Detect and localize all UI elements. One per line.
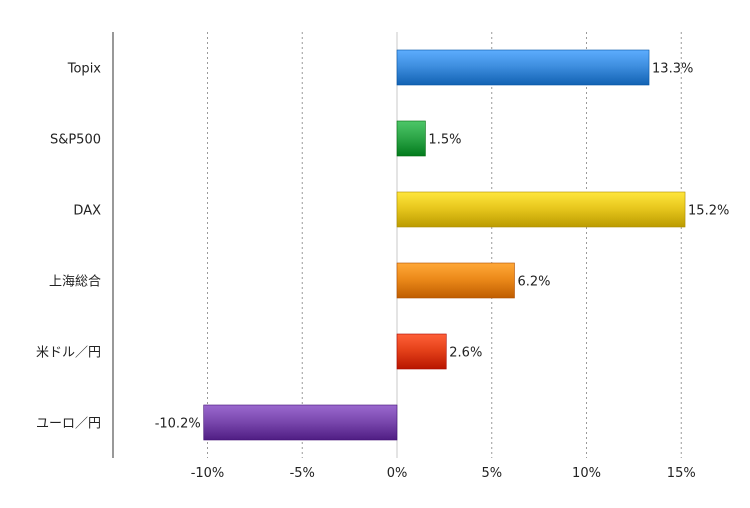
bar [203,404,398,441]
x-tick-label: 0% [387,466,408,481]
x-tick-label: 5% [481,466,502,481]
category-label: S&P500 [50,133,101,148]
data-label: 1.5% [428,133,461,148]
data-label: 15.2% [688,204,729,219]
data-label: 6.2% [517,275,550,290]
bar [396,262,515,299]
labels: -10% -5% 0% 5% 10% 15% Topix 13.3% S&P500 1.5% DAX… [36,62,729,482]
category-label: 上海総合 [49,275,101,290]
category-label: DAX [73,204,101,219]
gridlines [207,32,682,458]
category-label: Topix [67,62,102,77]
data-label: -10.2% [155,417,201,432]
bar [396,120,426,157]
data-label: 13.3% [652,62,693,77]
bar [396,49,650,86]
category-label: ユーロ／円 [36,417,101,432]
x-tick-label: 10% [572,466,601,481]
bars [203,49,686,441]
x-tick-label: -5% [290,466,315,481]
data-label: 2.6% [449,346,482,361]
bar [396,191,686,228]
bar [396,333,447,370]
category-label: 米ドル／円 [36,346,101,361]
x-tick-label: 15% [667,466,696,481]
x-tick-label: -10% [191,466,225,481]
